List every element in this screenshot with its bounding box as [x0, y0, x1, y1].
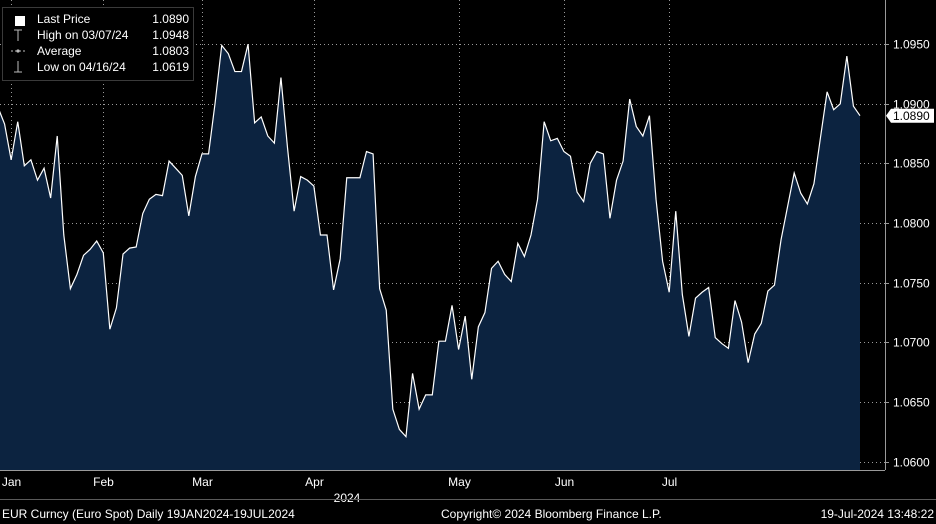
y-tick-label: 1.0850	[893, 157, 930, 171]
legend-last-price-value: 1.0890	[152, 12, 189, 26]
y-tick-label: 1.0900	[893, 98, 930, 112]
legend-row-high: High on 03/07/24 1.0948	[3, 27, 193, 43]
y-tick-label: 1.0700	[893, 336, 930, 350]
x-tick-label: Jun	[555, 475, 574, 489]
last-price-tag-label: 1.0890	[893, 109, 930, 123]
legend-average-label: Average	[37, 44, 82, 58]
y-tick-label: 1.0600	[893, 456, 930, 470]
x-tick-label: Mar	[192, 475, 213, 489]
last-price-swatch-icon	[15, 16, 25, 26]
chart-legend: Last Price 1.0890 High on 03/07/24 1.094…	[2, 7, 194, 81]
y-tick-labels: 1.0950 1.0900 1.0850 1.0800 1.0750 1.0700 1.06…	[885, 38, 930, 470]
axes	[0, 0, 886, 471]
legend-row-average: Average 1.0803	[3, 43, 193, 59]
legend-low-value: 1.0619	[152, 60, 189, 74]
x-tick-label: Feb	[93, 475, 114, 489]
price-area-fill	[0, 44, 860, 470]
average-marker-icon	[11, 49, 25, 53]
legend-last-price-label: Last Price	[37, 12, 91, 26]
x-tick-label: Jul	[662, 475, 677, 489]
legend-low-label: Low on 04/16/24	[37, 60, 126, 74]
y-tick-label: 1.0750	[893, 277, 930, 291]
last-price-tag	[886, 108, 934, 123]
y-tick-label: 1.0800	[893, 217, 930, 231]
legend-row-last-price: Last Price 1.0890	[3, 11, 193, 27]
price-line	[0, 43, 861, 438]
y-tick-label: 1.0950	[893, 38, 930, 52]
high-marker-icon	[14, 29, 22, 41]
last-price-marker: 1.0890	[886, 108, 934, 123]
legend-high-label: High on 03/07/24	[37, 28, 129, 42]
legend-row-low: Low on 04/16/24 1.0619	[3, 59, 193, 75]
low-marker-icon	[14, 61, 22, 73]
x-tick-label: Jan	[2, 475, 21, 489]
legend-average-value: 1.0803	[152, 44, 189, 58]
x-tick-label: Apr	[305, 475, 324, 489]
footer-timestamp: 19-Jul-2024 13:48:22	[820, 507, 934, 521]
x-tick-labels: Jan Feb Mar Apr May Jun Jul 2024	[2, 475, 677, 505]
x-tick-label: May	[448, 475, 471, 489]
y-tick-label: 1.0650	[893, 396, 930, 410]
x-year-label: 2024	[334, 491, 361, 505]
footer-copyright: Copyright© 2024 Bloomberg Finance L.P.	[441, 507, 662, 521]
footer-security-description: EUR Curncy (Euro Spot) Daily 19JAN2024-1…	[2, 507, 295, 521]
legend-high-value: 1.0948	[152, 28, 189, 42]
